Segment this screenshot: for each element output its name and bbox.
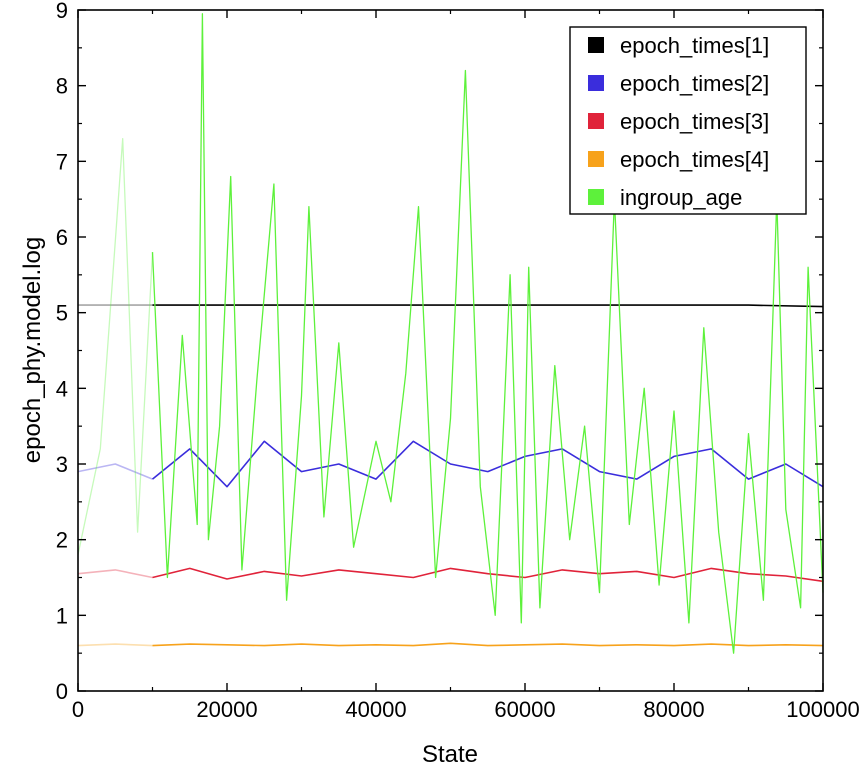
series-line-burnin-4 <box>77 643 153 647</box>
series-line-burnin-3 <box>77 569 153 579</box>
x-tick-label: 80000 <box>643 697 704 722</box>
y-tick-label: 2 <box>56 528 68 553</box>
legend-swatch <box>588 75 604 91</box>
legend-label: epoch_times[4] <box>620 147 769 172</box>
legend-swatch <box>588 113 604 129</box>
y-tick-label: 0 <box>56 679 68 704</box>
y-tick-label: 3 <box>56 452 68 477</box>
legend-label: epoch_times[1] <box>620 33 769 58</box>
x-axis-title: State <box>422 741 478 768</box>
series-line-burnin-5 <box>77 137 154 555</box>
legend-label: epoch_times[2] <box>620 71 769 96</box>
x-tick-label: 20000 <box>196 697 257 722</box>
y-tick-label: 5 <box>56 301 68 326</box>
x-tick-label: 60000 <box>494 697 555 722</box>
legend-swatch <box>588 151 604 167</box>
y-tick-label: 6 <box>56 225 68 250</box>
legend-box <box>569 26 807 215</box>
axis-ticks <box>77 9 824 692</box>
legend-swatch <box>588 189 604 205</box>
x-tick-label: 40000 <box>345 697 406 722</box>
y-tick-label: 1 <box>56 603 68 628</box>
axis-tick-labels: 0 20000 40000 60000 80000 100000 0 1 2 3 4 5 6 7 8 9 <box>56 0 860 722</box>
series-line-2 <box>151 440 824 488</box>
x-tick-label: 0 <box>72 697 84 722</box>
y-tick-label: 9 <box>56 0 68 23</box>
y-tick-label: 7 <box>56 149 68 174</box>
legend-swatch <box>588 37 604 53</box>
series-line-burnin-2 <box>77 463 153 480</box>
series-line-1 <box>152 304 824 308</box>
series-line-5 <box>151 13 824 654</box>
series-line-3 <box>152 567 824 583</box>
series-layer <box>77 13 824 654</box>
y-tick-label: 8 <box>56 74 68 99</box>
legend-label: ingroup_age <box>620 185 742 210</box>
y-tick-label: 4 <box>56 376 68 401</box>
y-axis-title: epoch_phy.model.log <box>19 237 46 463</box>
x-tick-label: 100000 <box>786 697 859 722</box>
legend: epoch_times[1] epoch_times[2] epoch_times[… <box>569 26 807 215</box>
series-line-4 <box>152 642 824 647</box>
legend-label: epoch_times[3] <box>620 109 769 134</box>
